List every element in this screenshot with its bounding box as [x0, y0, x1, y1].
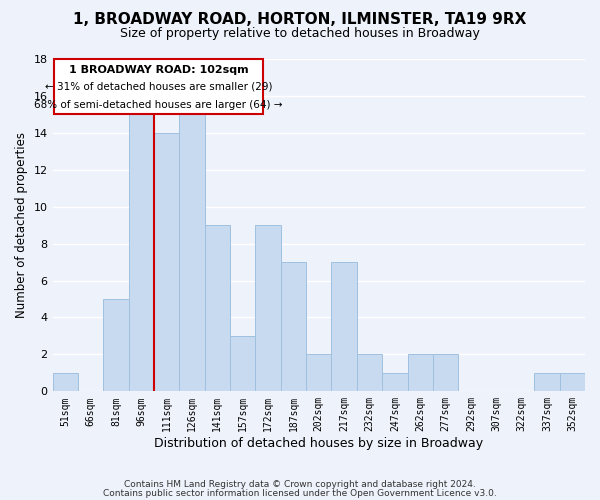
X-axis label: Distribution of detached houses by size in Broadway: Distribution of detached houses by size … [154, 437, 484, 450]
Text: Contains HM Land Registry data © Crown copyright and database right 2024.: Contains HM Land Registry data © Crown c… [124, 480, 476, 489]
Bar [407, 354, 433, 392]
Bar [281, 262, 306, 392]
Text: Contains public sector information licensed under the Open Government Licence v3: Contains public sector information licen… [103, 490, 497, 498]
Bar [154, 133, 179, 392]
Bar [534, 373, 560, 392]
Bar [128, 114, 154, 392]
Bar [103, 299, 128, 392]
Bar [306, 354, 331, 392]
Bar [205, 225, 230, 392]
Bar [331, 262, 357, 392]
Bar [382, 373, 407, 392]
Text: 68% of semi-detached houses are larger (64) →: 68% of semi-detached houses are larger (… [34, 100, 283, 110]
Bar [357, 354, 382, 392]
Bar [230, 336, 256, 392]
Bar [256, 225, 281, 392]
Bar [53, 373, 78, 392]
FancyBboxPatch shape [54, 59, 263, 114]
Text: Size of property relative to detached houses in Broadway: Size of property relative to detached ho… [120, 28, 480, 40]
Text: 1, BROADWAY ROAD, HORTON, ILMINSTER, TA19 9RX: 1, BROADWAY ROAD, HORTON, ILMINSTER, TA1… [73, 12, 527, 28]
Bar [433, 354, 458, 392]
Text: ← 31% of detached houses are smaller (29): ← 31% of detached houses are smaller (29… [44, 82, 272, 92]
Text: 1 BROADWAY ROAD: 102sqm: 1 BROADWAY ROAD: 102sqm [68, 65, 248, 75]
Y-axis label: Number of detached properties: Number of detached properties [15, 132, 28, 318]
Bar [179, 114, 205, 392]
Bar [560, 373, 585, 392]
